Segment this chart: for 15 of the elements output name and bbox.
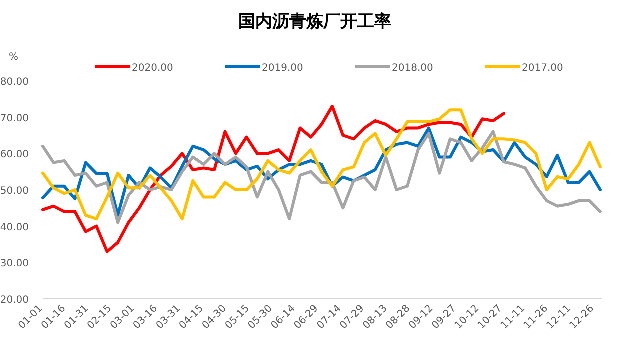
chart-title: 国内沥青炼厂开工率 — [238, 12, 392, 32]
legend-label: 2019.00 — [262, 63, 304, 74]
line-series — [42, 108, 602, 221]
legend-label: 2017.00 — [522, 63, 564, 74]
y-tick-label: 70.00 — [0, 113, 29, 124]
legend-label: 2018.00 — [392, 63, 434, 74]
line-series — [42, 104, 506, 254]
y-tick-label: 50.00 — [0, 186, 29, 197]
y-tick-label: 40.00 — [0, 222, 29, 234]
y-tick-label: 20.00 — [0, 295, 29, 306]
y-tick-label: 30.00 — [0, 258, 29, 270]
y-axis-title: % — [9, 52, 19, 63]
legend-label: 2020.00 — [132, 63, 174, 74]
y-tick-label: 60.00 — [0, 150, 29, 161]
y-tick-label: 80.00 — [0, 77, 29, 88]
